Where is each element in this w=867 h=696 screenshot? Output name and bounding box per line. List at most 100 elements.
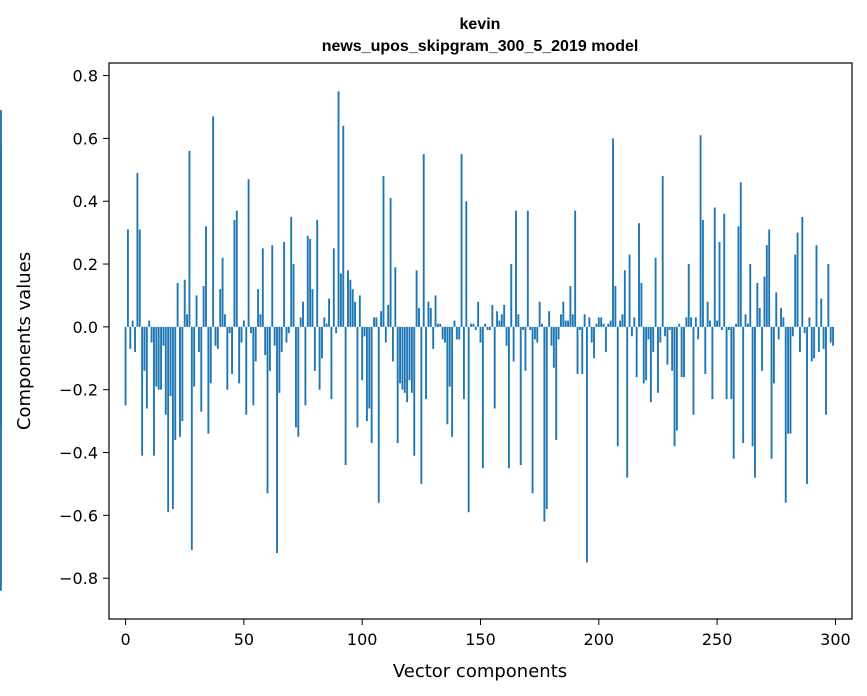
bar-component-18 — [167, 326, 170, 513]
bar-component-57 — [259, 314, 262, 327]
bar-component-262 — [744, 314, 747, 327]
bar-component-8 — [143, 326, 146, 371]
bar-component-67 — [283, 242, 286, 327]
bar-component-97 — [354, 301, 357, 327]
bar-component-178 — [545, 326, 548, 510]
bar-component-154 — [489, 326, 491, 330]
bar-component-77 — [306, 235, 309, 327]
bar-component-142 — [460, 154, 463, 327]
bar-component-undefined — [0, 248, 2, 327]
bar-component-75 — [302, 301, 304, 327]
bar-component-141 — [458, 326, 461, 340]
bar-component-269 — [761, 326, 764, 371]
bar-component-105 — [373, 317, 375, 327]
bar-component-128 — [427, 301, 430, 327]
bar-component-251 — [718, 242, 721, 327]
bar-component-243 — [699, 135, 702, 327]
bar-component-283 — [794, 254, 797, 327]
bar-component-173 — [533, 326, 536, 340]
bar-component-174 — [536, 326, 539, 343]
bar-component-252 — [720, 326, 723, 330]
bar-component-234 — [678, 323, 681, 327]
bar-component-137 — [448, 326, 451, 387]
bar-component-35 — [207, 326, 210, 434]
bar-component-19 — [169, 326, 172, 396]
bar-component-151 — [481, 326, 484, 469]
bar-component-42 — [224, 314, 226, 327]
bar-component-9 — [145, 326, 148, 409]
bar-component-198 — [593, 326, 596, 359]
bar-component-64 — [276, 326, 278, 554]
bar-component-65 — [278, 326, 281, 393]
bar-component-267 — [756, 282, 759, 327]
bar-component-15 — [160, 326, 162, 390]
chart-subtitle: news_upos_skipgram_300_5_2019 model — [322, 38, 639, 55]
bar-component-199 — [595, 323, 598, 327]
bar-component-undefined — [0, 110, 2, 327]
bar-component-118 — [403, 326, 406, 393]
bar-component-74 — [299, 317, 302, 327]
bar-component-226 — [659, 326, 662, 343]
bar-component-167 — [519, 326, 522, 466]
bar-component-188 — [569, 286, 572, 327]
bar-component-87 — [330, 326, 333, 400]
bar-component-275 — [775, 292, 778, 327]
bar-component-160 — [503, 304, 506, 327]
bar-component-76 — [304, 326, 307, 406]
x-tick-label: 200 — [584, 630, 615, 649]
bar-component-177 — [543, 326, 546, 522]
bar-component-60 — [266, 326, 269, 494]
bar-component-217 — [638, 223, 640, 327]
bar-component-66 — [280, 326, 283, 352]
y-tick-label: 0.4 — [73, 192, 98, 211]
bar-component-99 — [358, 295, 361, 327]
bar-component-288 — [806, 326, 808, 484]
bar-component-271 — [765, 245, 768, 327]
x-tick-label: 50 — [234, 630, 254, 649]
bar-component-193 — [581, 326, 584, 374]
bar-component-103 — [368, 326, 371, 409]
bar-component-52 — [247, 179, 250, 327]
bar-component-208 — [616, 326, 619, 447]
bar-component-17 — [164, 326, 167, 415]
bar-component-30 — [195, 295, 198, 327]
bar-component-255 — [728, 326, 730, 330]
bar-component-285 — [799, 326, 801, 352]
bar-component-100 — [361, 326, 364, 381]
bar-component-191 — [576, 326, 579, 374]
bar-component-223 — [652, 326, 655, 352]
bar-component-138 — [451, 326, 454, 437]
bar-component-144 — [465, 201, 468, 327]
bar-component-104 — [370, 326, 373, 444]
bar-component-86 — [328, 298, 330, 327]
bar-component-21 — [174, 326, 177, 440]
bar-component-126 — [422, 154, 425, 327]
bar-component-286 — [801, 216, 804, 327]
bar-component-22 — [176, 282, 179, 327]
bar-component-224 — [654, 257, 657, 327]
y-tick-label: 0.8 — [73, 67, 98, 86]
bar-component-206 — [612, 138, 614, 327]
bar-component-93 — [344, 326, 347, 466]
bar-component-196 — [588, 317, 591, 327]
bar-component-140 — [455, 326, 458, 340]
bar-component-222 — [649, 326, 652, 403]
bar-component-98 — [356, 326, 359, 428]
bar-component-59 — [264, 326, 267, 356]
bar-component-228 — [664, 326, 667, 337]
bar-component-171 — [529, 326, 532, 330]
x-tick-label: 300 — [820, 630, 851, 649]
bar-component-212 — [626, 326, 629, 478]
bar-component-190 — [574, 210, 577, 327]
bar-component-4 — [134, 326, 136, 352]
bar-component-204 — [607, 323, 610, 327]
bar-component-120 — [408, 326, 411, 381]
bar-component-95 — [349, 279, 352, 327]
bar-component-166 — [517, 314, 520, 327]
bar-component-248 — [711, 326, 714, 400]
bar-component-268 — [758, 308, 761, 327]
bar-component-250 — [716, 320, 719, 327]
bar-component-62 — [271, 245, 274, 327]
bar-component-91 — [339, 273, 342, 327]
bar-component-68 — [285, 326, 288, 343]
